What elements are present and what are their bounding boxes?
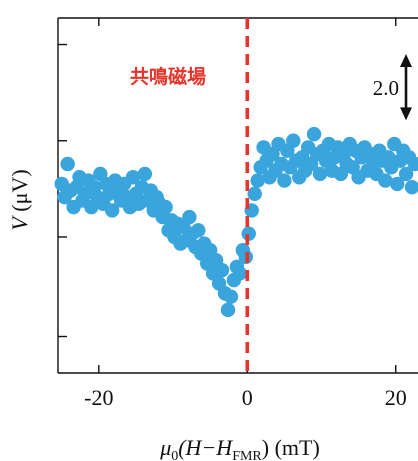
x-axis-title: μ0(H−HFMR) (mT) [159, 435, 320, 461]
axis-labels: μ0(H−HFMR) (mT) V (μV) [7, 169, 320, 461]
data-point [241, 226, 256, 241]
data-point [104, 203, 120, 218]
data-point [407, 156, 418, 172]
data-point [390, 176, 405, 192]
data-point [214, 262, 230, 278]
data-point [60, 156, 75, 172]
data-point [232, 266, 248, 281]
scale-bar-arrow-down [400, 107, 412, 121]
y-axis-title: V (μV) [7, 169, 32, 230]
scale-bar: 2.0 [373, 54, 412, 121]
data-point [404, 180, 418, 195]
data-point [247, 186, 262, 202]
data-point [182, 209, 197, 225]
x-tick-label: 20 [385, 385, 407, 410]
data-point [250, 173, 265, 188]
data-point [220, 302, 236, 318]
data-point [223, 289, 239, 304]
x-tick-label: -20 [84, 385, 113, 410]
x-tick-label: 0 [242, 385, 253, 410]
scale-bar-arrow-up [400, 54, 412, 67]
data-point [277, 173, 292, 188]
axis-ticks: -20 0 20 [58, 18, 407, 410]
data-point [306, 126, 322, 142]
data-point [286, 133, 301, 148]
data-point [158, 199, 173, 215]
scale-bar-label: 2.0 [373, 76, 399, 100]
data-point [398, 166, 414, 182]
data-point [137, 166, 153, 182]
data-points [54, 126, 418, 318]
resonance-label: 共鳴磁場 [130, 65, 206, 88]
resonance-field-marker: 共鳴磁場 [130, 18, 250, 373]
data-point [125, 170, 141, 185]
data-point [191, 223, 206, 238]
data-point [312, 166, 328, 182]
data-point [378, 173, 393, 188]
